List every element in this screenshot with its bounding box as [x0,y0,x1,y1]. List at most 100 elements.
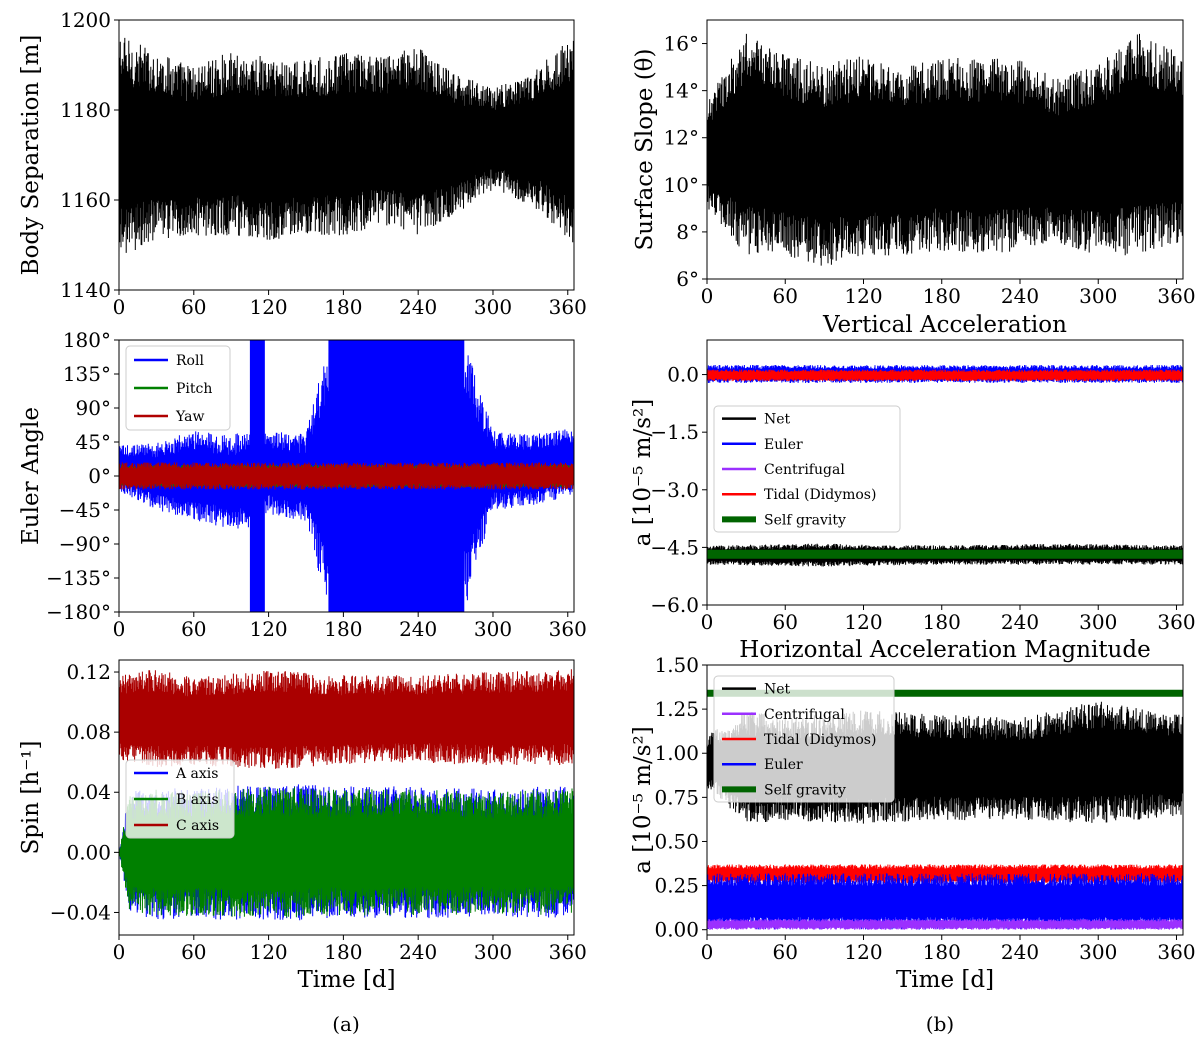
y-tick-label: 1180 [60,98,111,122]
y-axis-label: a [10⁻⁵ m/s²] [630,399,656,547]
y-tick-label: 135° [63,362,111,386]
legend-label-euler: Euler [764,757,803,773]
series-c-axis-band [119,669,574,769]
y-tick-label: 0.75 [654,785,699,809]
y-tick-label: −1.5 [650,420,699,444]
x-tick-label: 300 [474,617,512,641]
axes-frame [706,339,1184,606]
x-tick-label: 0 [701,610,714,634]
legend-box [125,345,231,431]
y-tick-label: 1200 [60,8,111,32]
y-tick-label: 1.25 [654,697,699,721]
x-axis-label: Time [d] [297,967,395,993]
legend: Net Euler Centrifugal Tidal (Didymos) Self g… [713,405,901,533]
y-tick-label: 0.08 [66,720,111,744]
plot-euler-angle: 0 60 120 180 240 300 360 −180° −135° −90° −45° 0° 45… [18,328,587,641]
x-tick-label: 180 [324,940,362,964]
y-tick-label: 180° [63,328,111,352]
x-tick-label: 300 [1079,284,1117,308]
x-tick-label: 60 [773,940,798,964]
legend-label-net: Net [764,412,791,428]
plot-area [119,669,574,921]
y-tick-label: 1160 [60,188,111,212]
y-tick-label: −180° [46,600,111,624]
plot-area [707,364,1183,567]
x-tick-label: 120 [844,610,882,634]
y-tick-label: −135° [46,566,111,590]
plot-area [119,37,574,258]
y-tick-label: 1.50 [654,653,699,677]
legend-box [125,759,235,839]
plot-spin: 0 60 120 180 240 300 360 −0.04 0.00 0.04 0.08 0.12 S… [18,659,587,993]
x-tick-label: 0 [113,617,126,641]
y-tick-label: 1.00 [654,741,699,765]
axes-frame [118,19,575,291]
y-tick-label: 8° [676,220,699,244]
legend-box [713,405,901,533]
legend-label-tidal-didymos: Tidal (Didymos) [764,487,876,503]
y-tick-label: −90° [59,532,111,556]
legend-label-b-axis: B axis [176,792,219,808]
series-euler-band [707,873,1183,930]
x-tick-label: 300 [1079,610,1117,634]
legend: A axis B axis C axis [125,759,235,839]
x-tick-label: 60 [181,617,206,641]
x-tick-label: 120 [249,940,287,964]
x-tick-label: 240 [399,940,437,964]
y-tick-label: 90° [76,396,111,420]
plot-vertical-acceleration: 0 60 120 180 240 300 360 −6.0 −4.5 −3.0 −1.5 0.0 a [… [630,312,1196,634]
y-axis-label: Body Separation [m] [18,35,44,276]
series-data-band [707,33,1183,266]
y-tick-label: 12° [664,126,699,150]
caption-b: (b) [926,1012,954,1036]
series-centrifugal-band [707,919,1183,930]
y-tick-label: 0° [88,464,111,488]
x-tick-label: 300 [1079,940,1117,964]
y-tick-label: −0.04 [50,900,111,924]
x-tick-label: 360 [1157,284,1195,308]
series-tidal-didymos-band [707,369,1183,382]
x-tick-label: 0 [701,284,714,308]
x-tick-label: 60 [181,940,206,964]
x-tick-label: 300 [474,295,512,319]
legend-label-a-axis: A axis [175,766,218,782]
y-tick-label: 0.12 [66,660,111,684]
x-tick-label: 0 [701,940,714,964]
legend-label-net: Net [764,682,791,698]
x-tick-label: 240 [399,617,437,641]
x-tick-label: 120 [844,940,882,964]
y-tick-label: −45° [59,498,111,522]
x-tick-label: 120 [844,284,882,308]
y-axis-label: a [10⁻⁵ m/s²] [630,726,656,874]
y-tick-label: 0.00 [66,840,111,864]
x-tick-label: 0 [113,295,126,319]
x-tick-label: 0 [113,940,126,964]
x-tick-label: 240 [1001,610,1039,634]
legend-label-self-gravity: Self gravity [764,512,846,528]
x-tick-label: 60 [773,284,798,308]
caption-a: (a) [332,1012,360,1036]
y-tick-label: −4.5 [650,535,699,559]
series-data-band [119,37,574,258]
x-tick-label: 240 [399,295,437,319]
y-tick-label: 14° [664,79,699,103]
plot-horizontal-acceleration: 0 60 120 180 240 300 360 0.00 0.25 0.50 0.75 1.00 1.… [630,637,1196,993]
plot-body-separation: 0 60 120 180 240 300 360 1140 1160 1180 1200 Body S… [18,8,587,319]
series-tidal-didymos-band [707,864,1183,884]
x-tick-label: 180 [324,295,362,319]
x-tick-label: 60 [181,295,206,319]
plot-surface-slope: 0 60 120 180 240 300 360 6° 8° 10° 12° 14° 16°Surfac… [632,19,1196,308]
x-tick-label: 360 [1157,610,1195,634]
x-tick-label: 360 [549,295,587,319]
y-tick-label: 1140 [60,278,111,302]
y-tick-label: 6° [676,267,699,291]
legend-label-pitch: Pitch [176,381,212,397]
x-tick-label: 360 [549,617,587,641]
x-axis-label: Time [d] [896,967,994,993]
y-tick-label: −6.0 [650,593,699,617]
x-tick-label: 180 [324,617,362,641]
x-tick-label: 180 [923,610,961,634]
legend: Net Centrifugal Tidal (Didymos) Euler Self g… [713,675,895,803]
y-tick-label: 45° [76,430,111,454]
legend-label-c-axis: C axis [176,818,219,834]
